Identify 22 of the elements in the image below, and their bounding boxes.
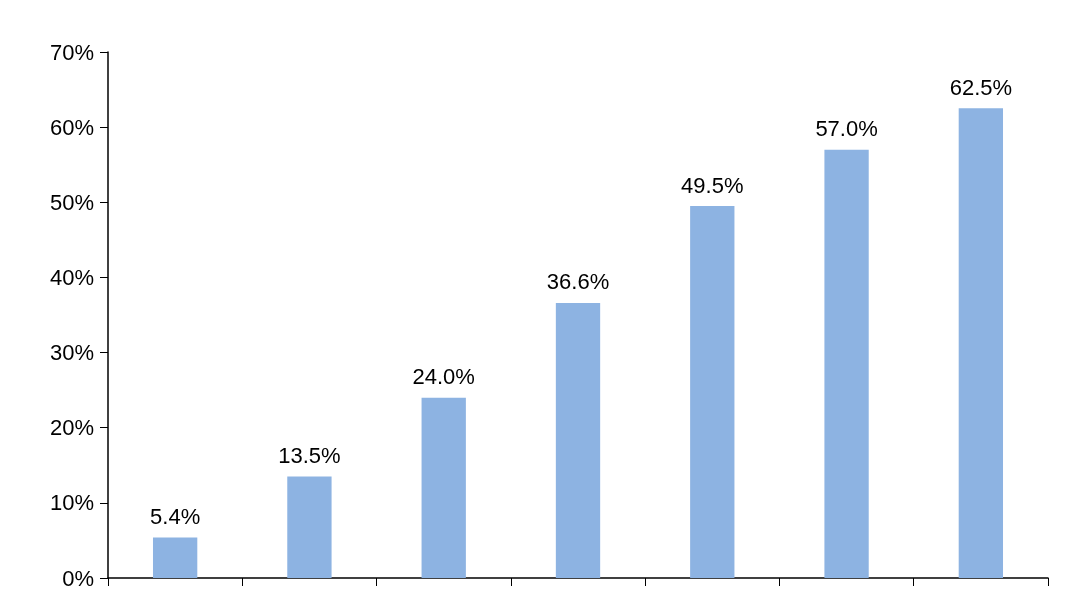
data-label: 57.0% [815,116,878,142]
bar [152,537,198,578]
y-tick-label: 50% [49,189,94,215]
data-label: 62.5% [949,74,1013,100]
y-tick-label: 70% [49,39,94,65]
bar [690,206,735,578]
y-tick-label: 0% [62,565,94,591]
bar [958,108,1004,578]
data-label: 24.0% [412,364,475,390]
bar [824,149,869,578]
y-tick-label: 30% [49,340,94,366]
bar [287,476,332,578]
y-tick-label: 60% [49,114,94,140]
data-label: 36.6% [546,269,610,295]
bar [555,302,601,578]
y-tick-label: 20% [49,415,94,441]
data-label: 13.5% [278,443,341,469]
y-tick-label: 40% [49,264,94,290]
bar [421,397,466,578]
y-tick-label: 10% [49,490,94,516]
data-label: 5.4% [150,503,201,529]
data-label: 49.5% [681,172,744,198]
